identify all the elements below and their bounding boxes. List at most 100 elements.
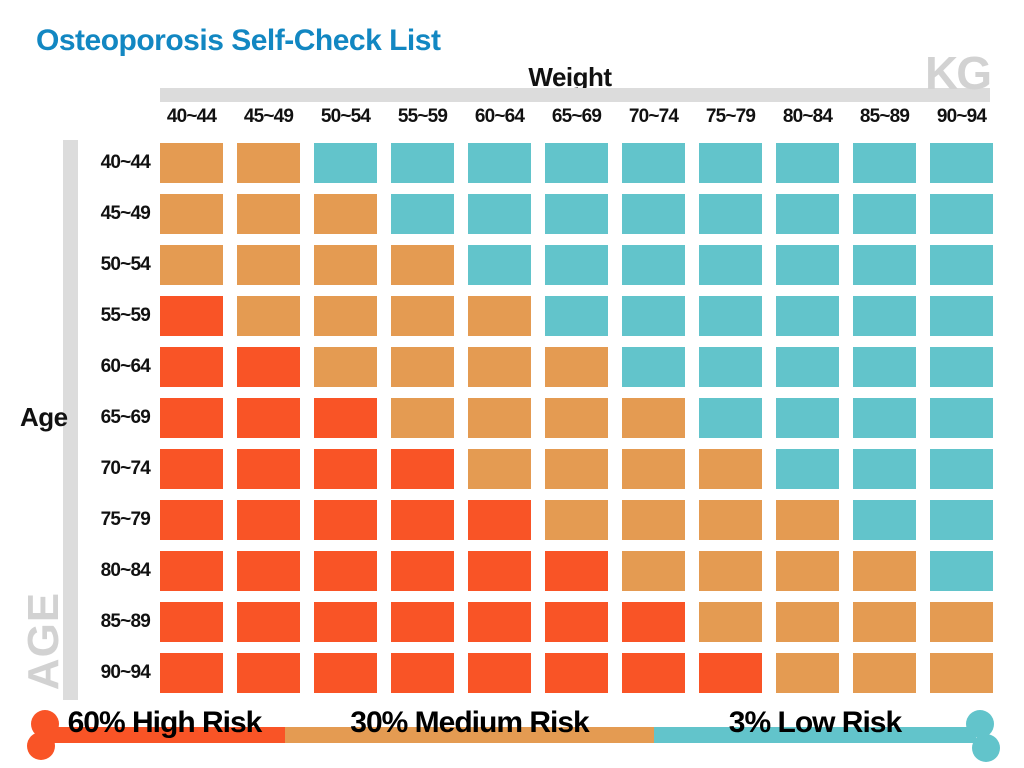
risk-cell xyxy=(622,296,685,336)
risk-cell xyxy=(391,245,454,285)
risk-cell xyxy=(545,143,608,183)
risk-cell xyxy=(391,194,454,234)
age-row-label: 60~64 xyxy=(100,356,151,377)
risk-cell xyxy=(237,143,300,183)
risk-cell xyxy=(853,449,916,489)
risk-cell xyxy=(160,551,223,591)
age-row-label: 90~94 xyxy=(100,662,151,683)
risk-cell xyxy=(930,194,993,234)
risk-cell xyxy=(237,245,300,285)
risk-cell xyxy=(622,500,685,540)
weight-axis-line xyxy=(160,88,990,102)
weight-column-header: 65~69 xyxy=(551,106,602,127)
risk-cell xyxy=(237,500,300,540)
risk-cell xyxy=(545,245,608,285)
risk-cell xyxy=(853,143,916,183)
legend-bar-low-segment xyxy=(654,727,976,743)
age-row-label: 65~69 xyxy=(100,407,151,428)
risk-cell xyxy=(545,347,608,387)
age-row-label: 40~44 xyxy=(100,152,151,173)
risk-cell xyxy=(622,398,685,438)
risk-cell xyxy=(699,449,762,489)
risk-cell xyxy=(622,449,685,489)
risk-cell xyxy=(314,500,377,540)
risk-cell xyxy=(930,500,993,540)
age-row-label: 45~49 xyxy=(100,203,151,224)
weight-unit-label: KG xyxy=(925,47,992,99)
risk-cell xyxy=(237,602,300,642)
risk-cell xyxy=(699,296,762,336)
page-title: Osteoporosis Self-Check List xyxy=(36,24,441,57)
bone-end-left-icon xyxy=(27,732,55,760)
risk-cell xyxy=(699,551,762,591)
risk-cell xyxy=(930,296,993,336)
risk-cell xyxy=(930,347,993,387)
risk-cell xyxy=(545,194,608,234)
legend-label-medium: 30% Medium Risk xyxy=(350,706,589,739)
risk-cell xyxy=(622,347,685,387)
risk-cell xyxy=(545,449,608,489)
risk-cell xyxy=(622,245,685,285)
risk-cell xyxy=(160,500,223,540)
risk-cell xyxy=(622,653,685,693)
risk-cell xyxy=(545,653,608,693)
age-row-label: 70~74 xyxy=(100,458,151,479)
risk-cell xyxy=(776,653,839,693)
weight-column-header: 80~84 xyxy=(782,106,833,127)
risk-cell xyxy=(545,296,608,336)
risk-cell xyxy=(468,653,531,693)
risk-cell xyxy=(853,194,916,234)
risk-cell xyxy=(930,551,993,591)
risk-cell xyxy=(776,296,839,336)
risk-cell xyxy=(160,245,223,285)
risk-cell xyxy=(160,143,223,183)
weight-axis-label: Weight xyxy=(528,62,612,92)
risk-cell xyxy=(622,194,685,234)
age-row-label: 80~84 xyxy=(100,560,151,581)
risk-cell xyxy=(776,194,839,234)
risk-cell xyxy=(160,347,223,387)
risk-cell xyxy=(314,296,377,336)
risk-cell xyxy=(237,551,300,591)
risk-cell xyxy=(468,194,531,234)
risk-cell xyxy=(699,602,762,642)
risk-cell xyxy=(776,500,839,540)
risk-cell xyxy=(776,347,839,387)
risk-cell xyxy=(468,602,531,642)
risk-cell xyxy=(391,551,454,591)
risk-cell xyxy=(776,551,839,591)
risk-cell xyxy=(237,347,300,387)
risk-cell xyxy=(776,602,839,642)
age-watermark-label: AGE xyxy=(19,591,68,691)
risk-cell xyxy=(314,653,377,693)
risk-cell xyxy=(314,245,377,285)
risk-cell xyxy=(314,194,377,234)
risk-cell xyxy=(699,653,762,693)
weight-column-header: 70~74 xyxy=(628,106,679,127)
risk-cell xyxy=(314,143,377,183)
risk-cell xyxy=(930,245,993,285)
risk-cell xyxy=(776,449,839,489)
bone-end-right-icon xyxy=(966,710,994,738)
legend-bar-medium-segment xyxy=(285,727,654,743)
risk-cell xyxy=(314,449,377,489)
risk-cell xyxy=(391,449,454,489)
risk-cell xyxy=(160,653,223,693)
risk-cell xyxy=(853,551,916,591)
risk-cell xyxy=(391,500,454,540)
weight-column-header: 40~44 xyxy=(166,106,217,127)
risk-cell xyxy=(391,602,454,642)
risk-cell xyxy=(160,398,223,438)
risk-cell xyxy=(699,398,762,438)
risk-cell xyxy=(699,347,762,387)
risk-cell xyxy=(699,245,762,285)
risk-cell xyxy=(160,194,223,234)
risk-cell xyxy=(853,602,916,642)
risk-cell xyxy=(853,347,916,387)
weight-column-headers: 40~44 45~49 50~54 55~59 60~64 65~69 70~74 75~79… xyxy=(160,106,993,128)
risk-cell xyxy=(391,653,454,693)
risk-cell xyxy=(930,653,993,693)
risk-cell xyxy=(776,143,839,183)
risk-cell xyxy=(853,398,916,438)
